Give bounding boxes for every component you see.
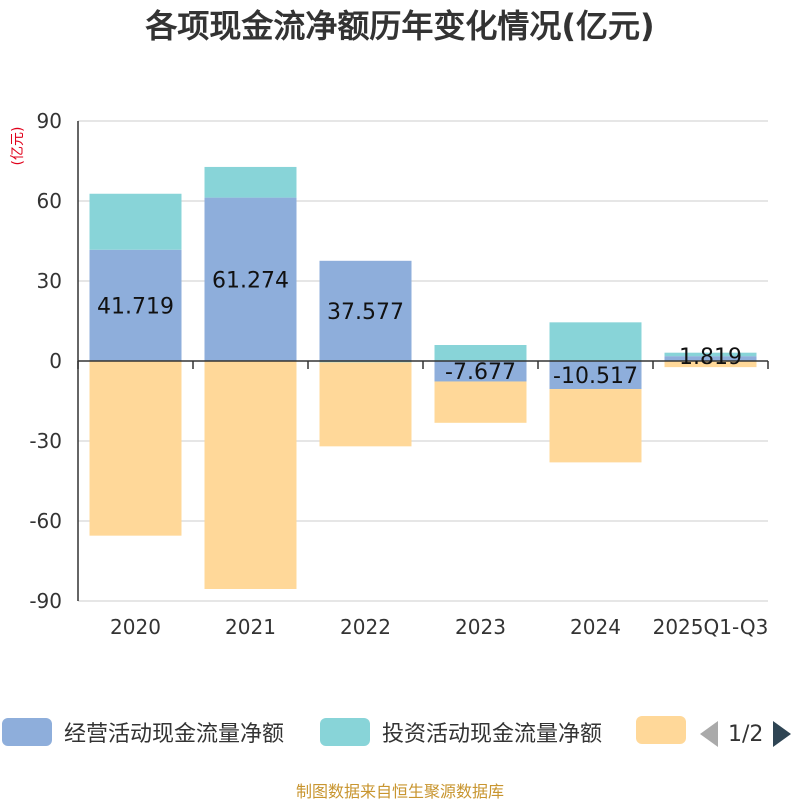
bar-series0[interactable]: [434, 361, 527, 382]
bar-series1[interactable]: [89, 193, 182, 250]
bar-series2[interactable]: [664, 361, 757, 368]
bar-series1[interactable]: [549, 322, 642, 361]
x-tick-label: 2020: [110, 615, 161, 639]
legend-next-icon[interactable]: [773, 721, 792, 747]
chart-title: 各项现金流净额历年变化情况(亿元): [145, 7, 655, 45]
x-tick-label: 2024: [570, 615, 621, 639]
legend-item-investing[interactable]: 投资活动现金流量净额: [320, 716, 602, 748]
x-tick-label: 2023: [455, 615, 506, 639]
bar-series0[interactable]: [319, 260, 412, 361]
x-tick-label: 2022: [340, 615, 391, 639]
legend-item-financing[interactable]: [636, 716, 686, 744]
data-label: 61.274: [212, 268, 289, 293]
y-tick-label: -60: [29, 509, 62, 533]
y-tick-label: 60: [37, 189, 62, 213]
source-note: 制图数据来自恒生聚源数据库: [295, 782, 504, 801]
legend-label-investing: 投资活动现金流量净额: [382, 722, 603, 747]
legend-label-operating: 经营活动现金流量净额: [64, 722, 285, 747]
x-tick-label: 2025Q1-Q3: [653, 615, 769, 639]
bar-series2[interactable]: [549, 389, 642, 463]
x-tick-label: 2021: [225, 615, 276, 639]
bar-series1[interactable]: [664, 352, 757, 357]
data-label: -10.517: [553, 364, 638, 389]
y-axis-title: (亿元): [10, 127, 26, 166]
legend: 经营活动现金流量净额 投资活动现金流量净额 1/2: [0, 716, 800, 752]
legend-swatch-financing: [636, 716, 686, 744]
legend-pager: 1/2: [700, 716, 792, 752]
bar-series2[interactable]: [204, 361, 297, 589]
y-tick-label: -30: [29, 429, 62, 453]
bar-series0[interactable]: [204, 197, 297, 361]
bar-series1[interactable]: [434, 345, 527, 361]
data-label: 41.719: [97, 294, 174, 319]
data-label: -7.677: [445, 360, 516, 385]
y-tick-label: 30: [37, 269, 62, 293]
bar-series0[interactable]: [549, 361, 642, 390]
bar-series2[interactable]: [89, 361, 182, 536]
legend-swatch-operating: [2, 718, 52, 746]
data-label: 37.577: [327, 300, 404, 325]
y-tick-label: 0: [49, 349, 62, 373]
bar-series2[interactable]: [434, 381, 527, 423]
legend-item-operating[interactable]: 经营活动现金流量净额: [2, 716, 284, 748]
legend-prev-icon[interactable]: [700, 721, 718, 747]
y-tick-label: -90: [29, 589, 62, 613]
bar-series2[interactable]: [319, 362, 412, 447]
bar-series0[interactable]: [664, 356, 757, 361]
legend-swatch-investing: [320, 718, 370, 746]
y-tick-label: 90: [37, 109, 62, 133]
bar-series0[interactable]: [89, 249, 182, 361]
data-label: 1.819: [679, 345, 742, 370]
legend-page-indicator: 1/2: [728, 721, 764, 747]
bar-series1[interactable]: [204, 166, 297, 198]
